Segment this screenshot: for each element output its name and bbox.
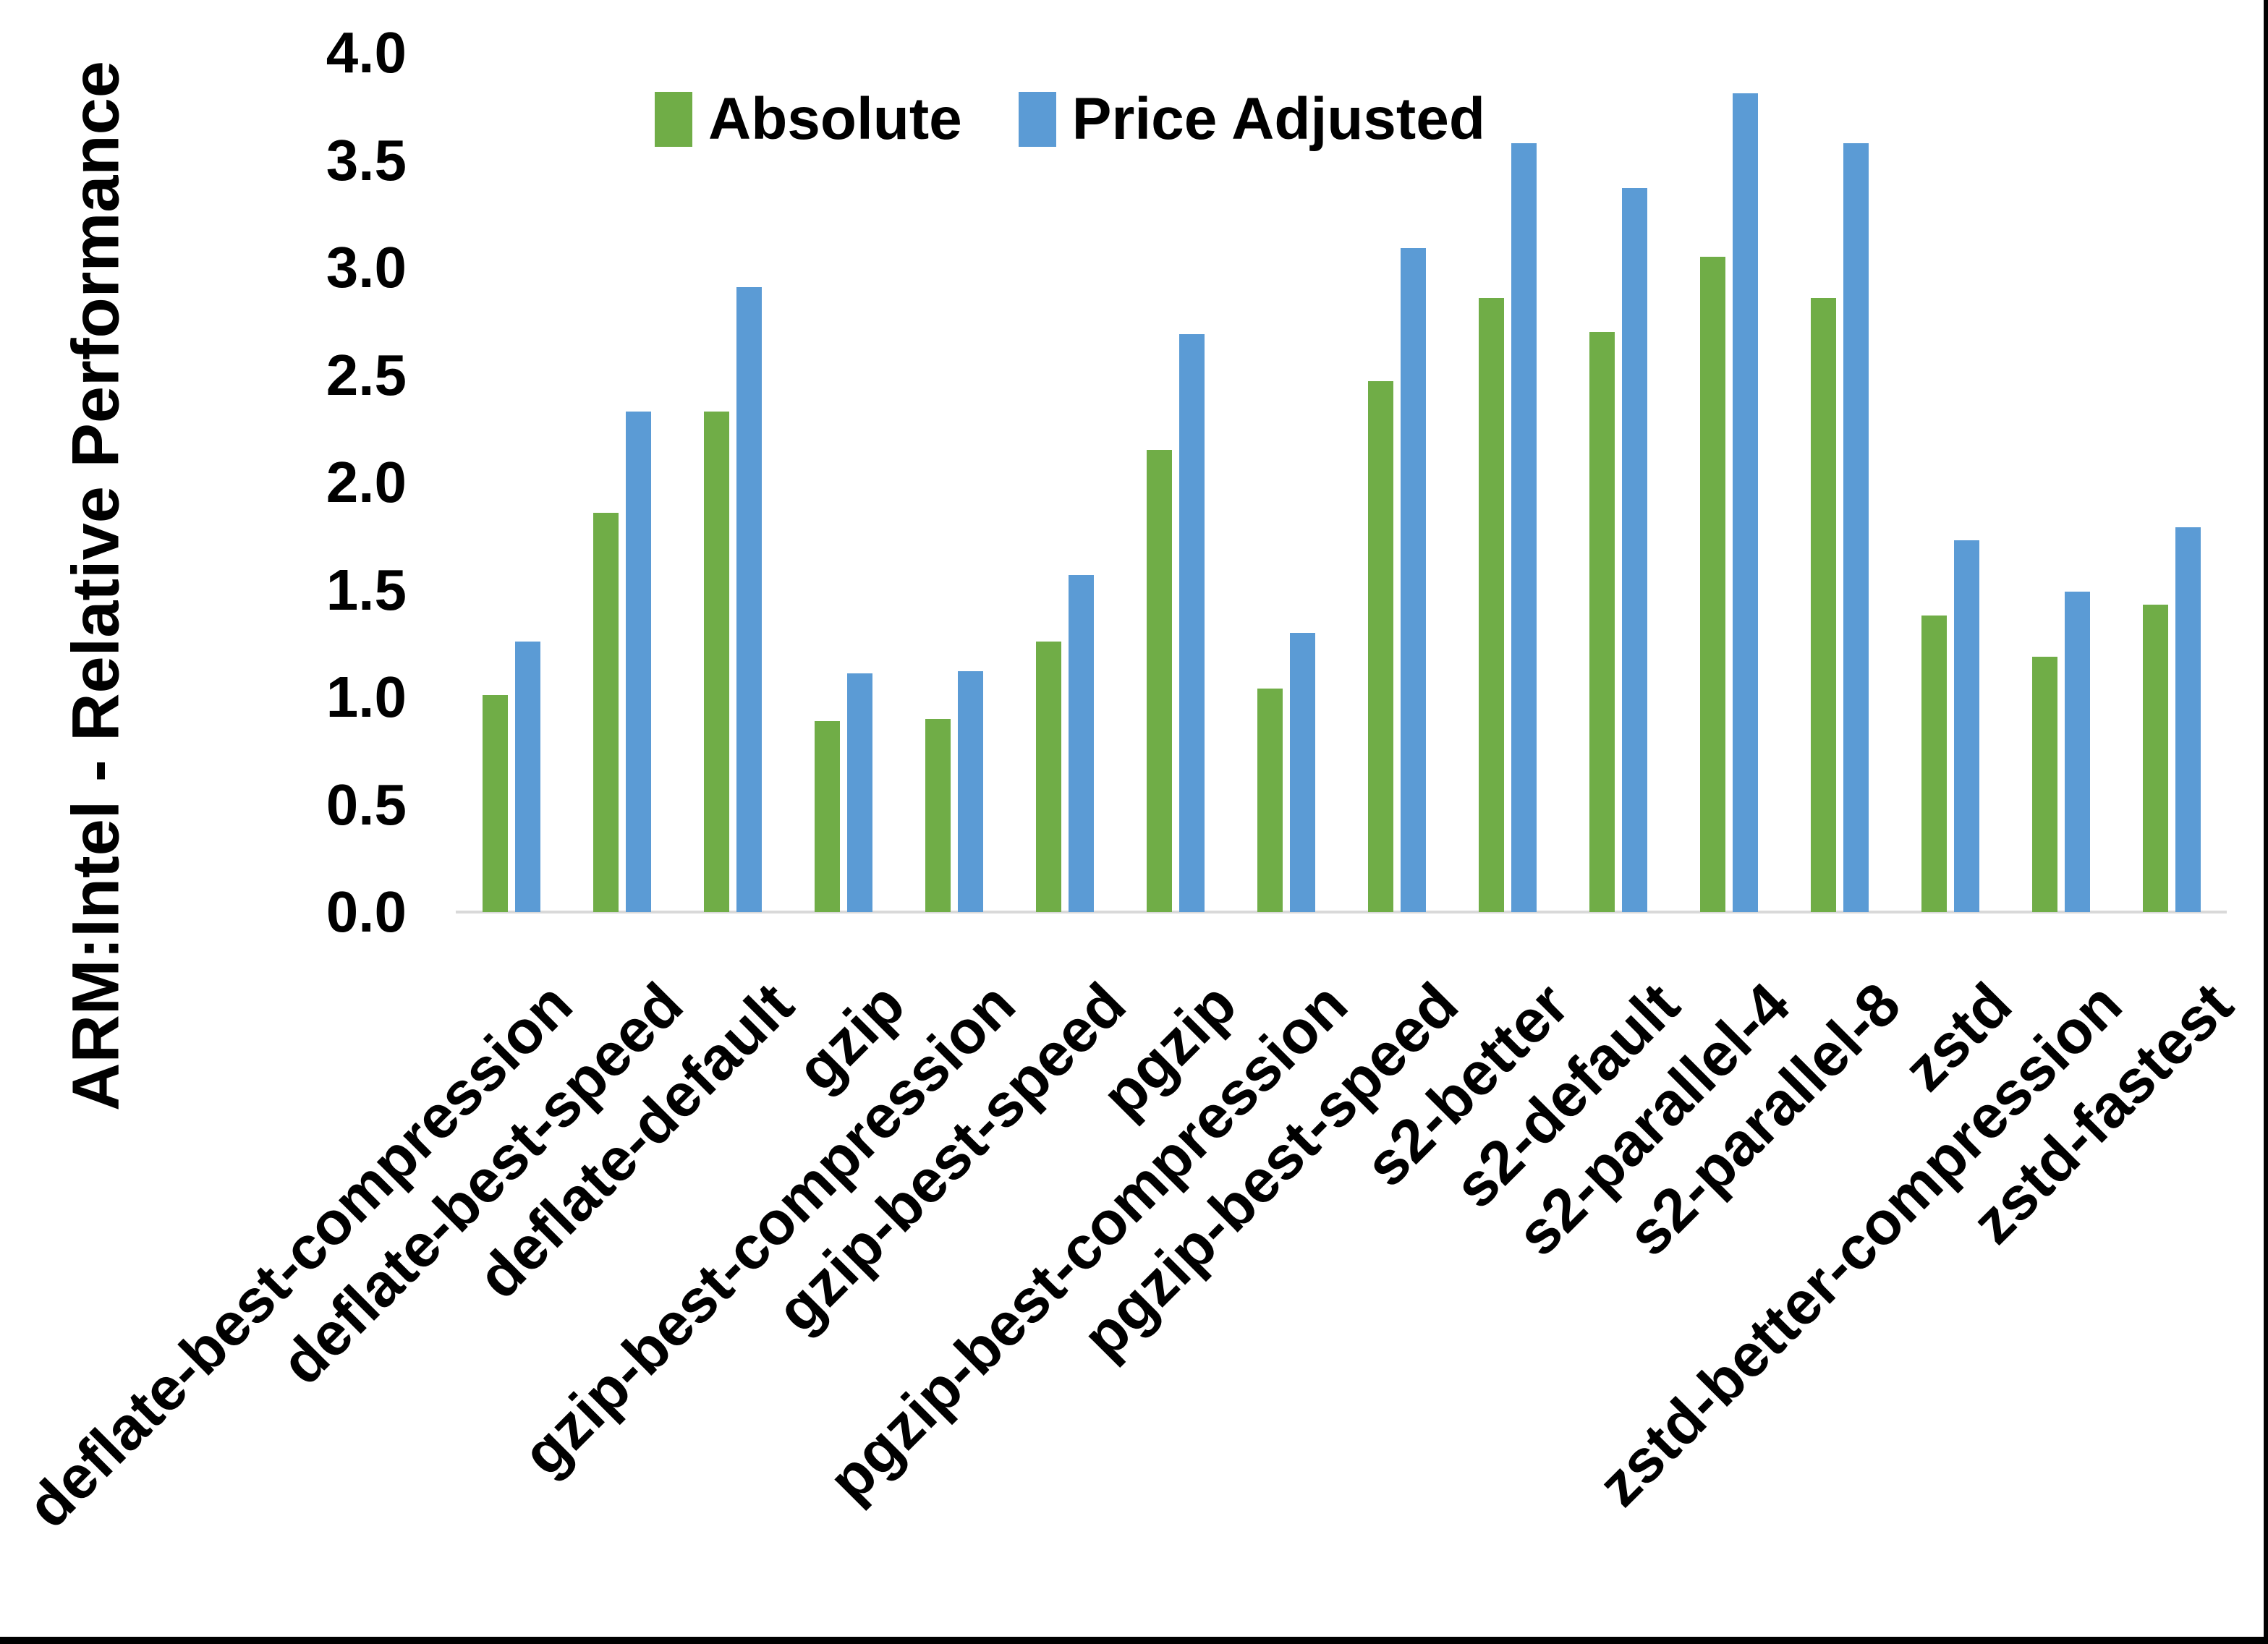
bar-group xyxy=(1452,53,1563,912)
y-tick-label: 4.0 xyxy=(326,20,407,85)
bar-absolute xyxy=(925,718,951,912)
bar-price-adjusted xyxy=(1953,540,1979,912)
bar-group xyxy=(1563,53,1673,912)
bar-group xyxy=(899,53,1009,912)
bar-absolute xyxy=(2031,656,2057,912)
bar-group xyxy=(2005,53,2116,912)
plot-area xyxy=(456,53,2227,913)
bar-price-adjusted xyxy=(2175,527,2201,912)
bar-group xyxy=(566,53,677,912)
bar-price-adjusted xyxy=(2064,592,2090,912)
bar-absolute xyxy=(2142,605,2168,912)
bar-group xyxy=(1009,53,1120,912)
bar-price-adjusted xyxy=(846,673,872,912)
bar-absolute xyxy=(1810,297,1836,912)
bar-group xyxy=(1231,53,1341,912)
bar-absolute xyxy=(1589,332,1615,912)
y-tick-label: 0.0 xyxy=(326,880,407,944)
y-tick-label: 3.0 xyxy=(326,235,407,299)
bar-absolute xyxy=(1367,381,1393,912)
bar-price-adjusted xyxy=(625,412,651,912)
y-tick-label: 2.5 xyxy=(326,342,407,407)
y-tick-label: 1.5 xyxy=(326,557,407,622)
bar-group xyxy=(677,53,788,912)
bar-absolute xyxy=(1478,297,1504,912)
bar-absolute xyxy=(703,412,729,912)
bar-absolute xyxy=(482,695,508,912)
legend: Absolute Price Adjusted xyxy=(655,85,1485,153)
bar-price-adjusted xyxy=(1511,142,1537,912)
bar-absolute xyxy=(1921,616,1947,912)
bar-group xyxy=(1120,53,1231,912)
bar-price-adjusted xyxy=(736,286,762,912)
bar-absolute xyxy=(593,512,619,912)
y-tick-label: 2.0 xyxy=(326,450,407,514)
bar-absolute xyxy=(1146,450,1172,912)
legend-item-absolute: Absolute xyxy=(655,85,962,153)
legend-label-absolute: Absolute xyxy=(708,86,962,152)
bar-absolute xyxy=(1257,689,1283,912)
frame-bottom-border xyxy=(0,1637,2268,1644)
bar-absolute xyxy=(814,720,840,912)
frame-right-border xyxy=(2264,0,2268,1644)
bar-group xyxy=(788,53,899,912)
legend-item-price-adjusted: Price Adjusted xyxy=(1018,85,1485,153)
y-tick-label: 0.5 xyxy=(326,772,407,837)
bar-group xyxy=(1341,53,1452,912)
legend-label-price-adjusted: Price Adjusted xyxy=(1071,86,1485,152)
bar-price-adjusted xyxy=(1068,574,1094,912)
bar-price-adjusted xyxy=(514,641,540,912)
bar-group xyxy=(1673,53,1784,912)
y-tick-label: 3.5 xyxy=(326,127,407,192)
bar-absolute xyxy=(1035,641,1061,912)
legend-swatch-absolute xyxy=(655,92,692,147)
bar-absolute xyxy=(1699,257,1725,912)
bar-price-adjusted xyxy=(1178,334,1205,912)
bar-price-adjusted xyxy=(1621,188,1647,912)
bar-price-adjusted xyxy=(1400,248,1426,912)
legend-swatch-price-adjusted xyxy=(1018,92,1056,147)
bar-group xyxy=(2116,53,2227,912)
bar-group xyxy=(1895,53,2005,912)
bar-price-adjusted xyxy=(1732,93,1758,912)
x-axis-line xyxy=(456,911,2227,913)
bar-group xyxy=(456,53,566,912)
bar-group xyxy=(1784,53,1895,912)
bar-price-adjusted xyxy=(957,671,983,912)
y-tick-label: 1.0 xyxy=(326,665,407,729)
bar-price-adjusted xyxy=(1289,632,1315,912)
bar-price-adjusted xyxy=(1843,142,1869,912)
